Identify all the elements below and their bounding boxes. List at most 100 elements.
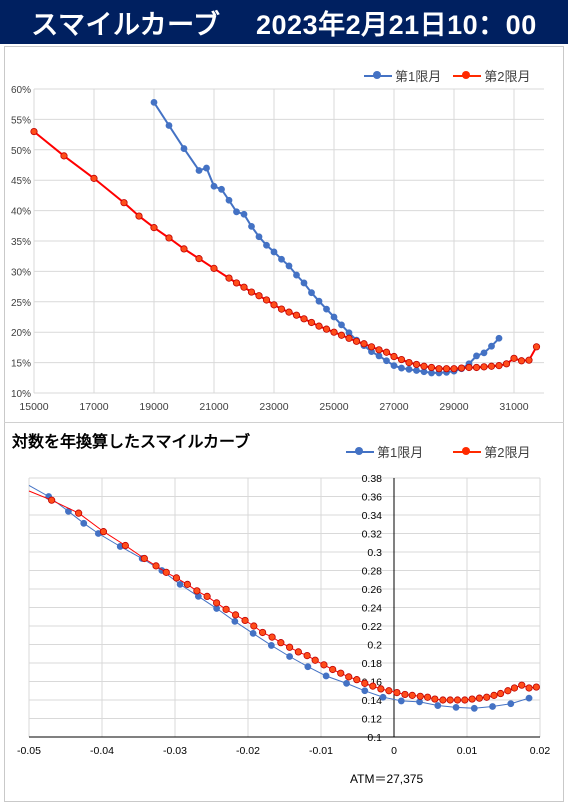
series-2-point (345, 334, 353, 342)
chart-2-title: 対数を年換算したスマイルカーブ (12, 434, 251, 451)
legend-item-series1: 第1限月 (364, 66, 441, 85)
y-tick-label: 35% (11, 237, 31, 248)
series-1-point (267, 642, 275, 649)
x-tick-label: -0.03 (163, 745, 187, 757)
series-1-point (293, 271, 300, 279)
series-2-point (495, 362, 503, 370)
series-2-point (423, 693, 432, 701)
series-1-point (361, 687, 369, 695)
series-1-point (383, 357, 390, 365)
y-tick-label: 0.34 (362, 510, 383, 522)
series-2-point (121, 541, 129, 550)
series-1-point (300, 279, 308, 287)
series-2-point (446, 696, 454, 704)
page-title-banner: スマイルカーブ 2023年2月21日10：00 (0, 0, 568, 44)
series-2-point (300, 315, 308, 323)
atm-label: ATM＝27,375 (350, 772, 424, 786)
series-2-point (461, 696, 469, 704)
series-1-point (278, 255, 285, 263)
series-2-point (393, 688, 401, 697)
series-1-point (203, 164, 210, 172)
series-2-point (468, 695, 476, 703)
series-2-point (140, 554, 148, 563)
x-tick-label: 25000 (319, 401, 348, 413)
series-2-point (294, 648, 302, 656)
series-2-point (262, 296, 271, 304)
series-2-point (504, 687, 512, 695)
y-tick-label: 45% (11, 176, 31, 187)
y-tick-label: 0.36 (362, 492, 383, 504)
x-tick-label: -0.04 (90, 745, 114, 757)
series-2-point (439, 696, 447, 704)
series-2-point (183, 580, 192, 588)
series-2-point (250, 622, 258, 630)
series-1-point (180, 145, 188, 152)
series-2-line (33, 130, 538, 370)
series-1-point (525, 694, 533, 702)
series-1-point (452, 704, 460, 711)
y-tick-label: 0.24 (362, 603, 383, 615)
series-2-point (360, 340, 368, 348)
y-tick-label: 40% (11, 207, 31, 218)
series-1-point (398, 364, 405, 372)
series-2-point (30, 127, 38, 136)
series-2-point (311, 656, 319, 664)
series-1-point (330, 313, 338, 321)
y-tick-label: 0.1 (367, 732, 382, 744)
legend2-swatch-series1 (346, 446, 374, 457)
y-tick-label: 50% (11, 146, 31, 157)
legend-item-series2: 第2限月 (453, 66, 530, 85)
series-2-point (487, 362, 496, 370)
x-tick-label: 0.01 (457, 745, 478, 757)
series-1-point (225, 196, 233, 204)
y-tick-label: 0.12 (362, 714, 383, 726)
series-2-point (135, 212, 143, 220)
series-2-point (435, 365, 443, 373)
series-1-point (233, 208, 240, 216)
series-2-line (28, 490, 537, 701)
x-tick-label: 21000 (199, 401, 228, 413)
x-tick-label: 31000 (499, 401, 528, 413)
series-1-point (480, 349, 488, 357)
series-2-point (285, 308, 293, 316)
x-tick-label: 23000 (259, 401, 288, 413)
series-1-line (28, 484, 530, 709)
x-tick-label: 17000 (79, 401, 108, 413)
series-2-point (329, 665, 337, 674)
series-2-point (401, 690, 409, 699)
series-1-point (470, 704, 478, 712)
series-2-point (465, 363, 473, 372)
series-2-point (431, 695, 439, 703)
series-2-point (502, 360, 511, 368)
y-tick-label: 15% (11, 359, 31, 370)
series-2-point (532, 683, 540, 691)
series-1-point (286, 653, 294, 660)
series-2-point (385, 687, 393, 695)
series-1-point (322, 672, 330, 680)
series-1-point (338, 321, 345, 329)
series-2-point (397, 355, 406, 364)
series-2-point (150, 224, 158, 232)
series-1-point (150, 98, 158, 106)
series-2-point (369, 682, 377, 690)
series-2-point (361, 679, 369, 687)
legend2-label-series1: 第1限月 (377, 445, 424, 460)
series-2-point (525, 356, 533, 364)
y-tick-label: 0.14 (362, 695, 383, 707)
series-2-point (490, 691, 498, 699)
y-tick-label: 0.18 (362, 658, 383, 670)
series-2-point (480, 363, 488, 371)
series-2-point (416, 692, 424, 700)
legend2-item-series1: 第1限月 (346, 442, 423, 461)
series-2-point (367, 343, 376, 351)
series-2-point (420, 362, 428, 370)
series-2-point (412, 360, 421, 369)
y-tick-label: 60% (11, 85, 31, 96)
y-tick-label: 0.2 (367, 640, 382, 652)
legend-label-series1: 第1限月 (395, 69, 442, 84)
legend-swatch-series2 (453, 70, 482, 81)
y-tick-label: 20% (11, 328, 31, 339)
series-2-point (532, 343, 541, 351)
series-2-point (75, 509, 83, 517)
